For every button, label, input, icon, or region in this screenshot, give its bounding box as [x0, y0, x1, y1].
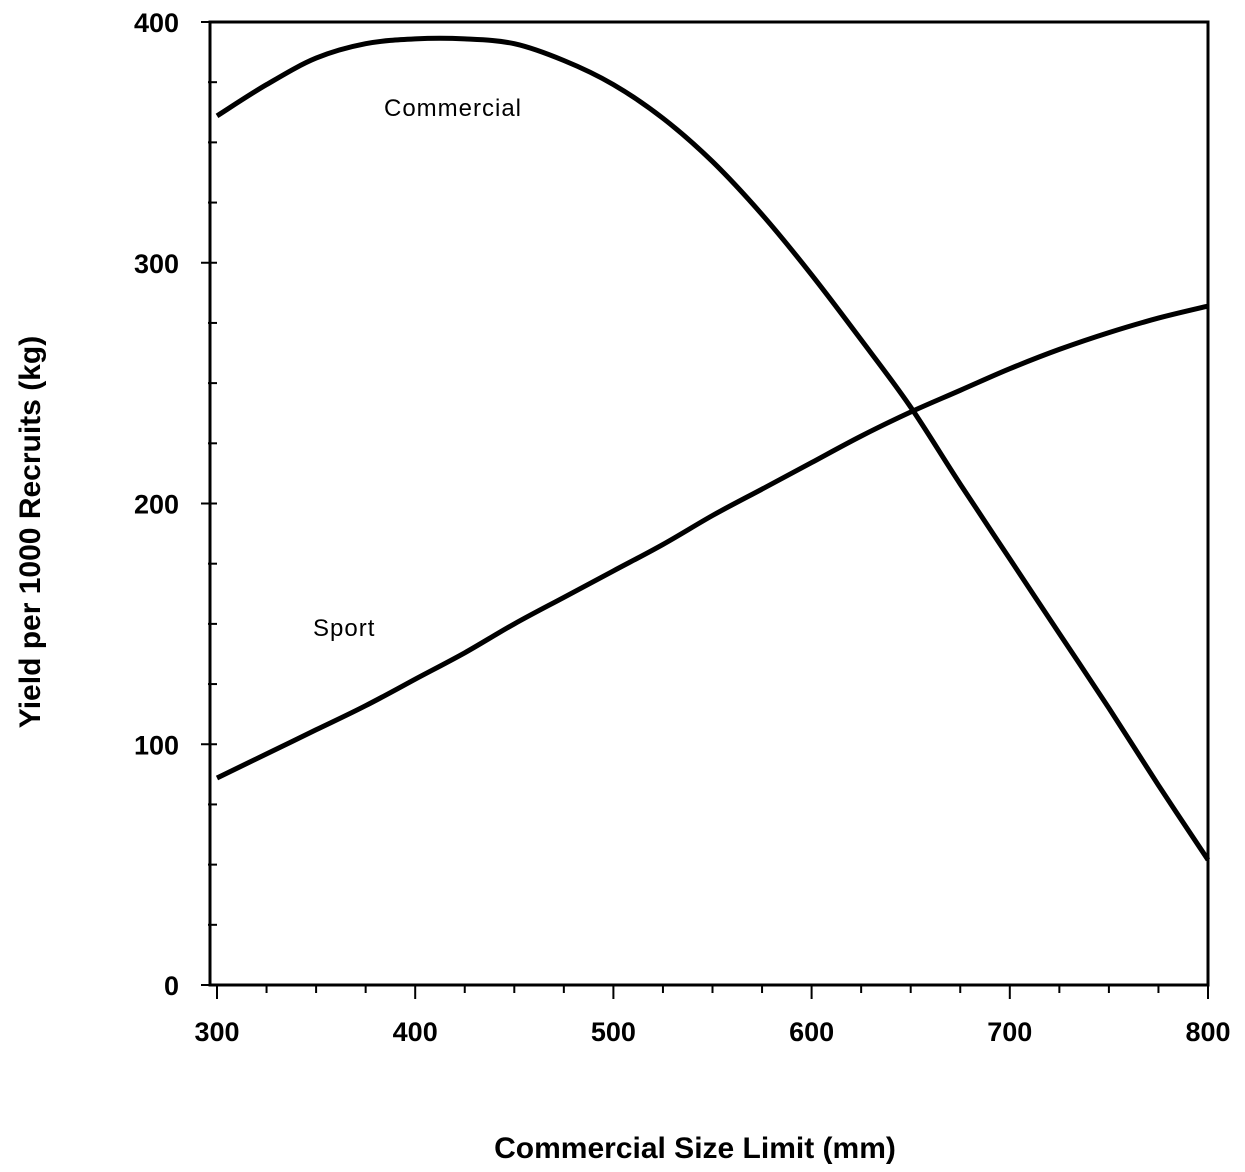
y-tick-label: 400 [134, 8, 179, 38]
y-tick-label: 200 [134, 490, 179, 520]
series-line-sport [215, 303, 1209, 781]
x-tick-label: 600 [789, 1017, 834, 1047]
x-axis-title: Commercial Size Limit (mm) [494, 1132, 896, 1165]
x-tick-label: 300 [194, 1017, 239, 1047]
y-axis-title: Yield per 1000 Recruits (kg) [14, 336, 47, 728]
x-axis: 300 400 500 600 700 800 [194, 985, 1231, 1047]
series-line-commercial [215, 35, 1211, 862]
x-tick-label: 400 [393, 1017, 438, 1047]
series-label-sport: Sport [313, 615, 375, 642]
y-axis: 0 100 200 300 400 [134, 8, 217, 1001]
x-tick-label: 800 [1185, 1017, 1230, 1047]
y-tick-label: 100 [134, 730, 179, 760]
y-tick-label: 0 [164, 971, 179, 1001]
y-tick-label: 300 [134, 249, 179, 279]
plot-frame [208, 20, 1210, 987]
series-layer [215, 35, 1211, 862]
series-label-commercial: Commercial [384, 95, 522, 122]
x-tick-label: 700 [987, 1017, 1032, 1047]
x-tick-label: 500 [591, 1017, 636, 1047]
